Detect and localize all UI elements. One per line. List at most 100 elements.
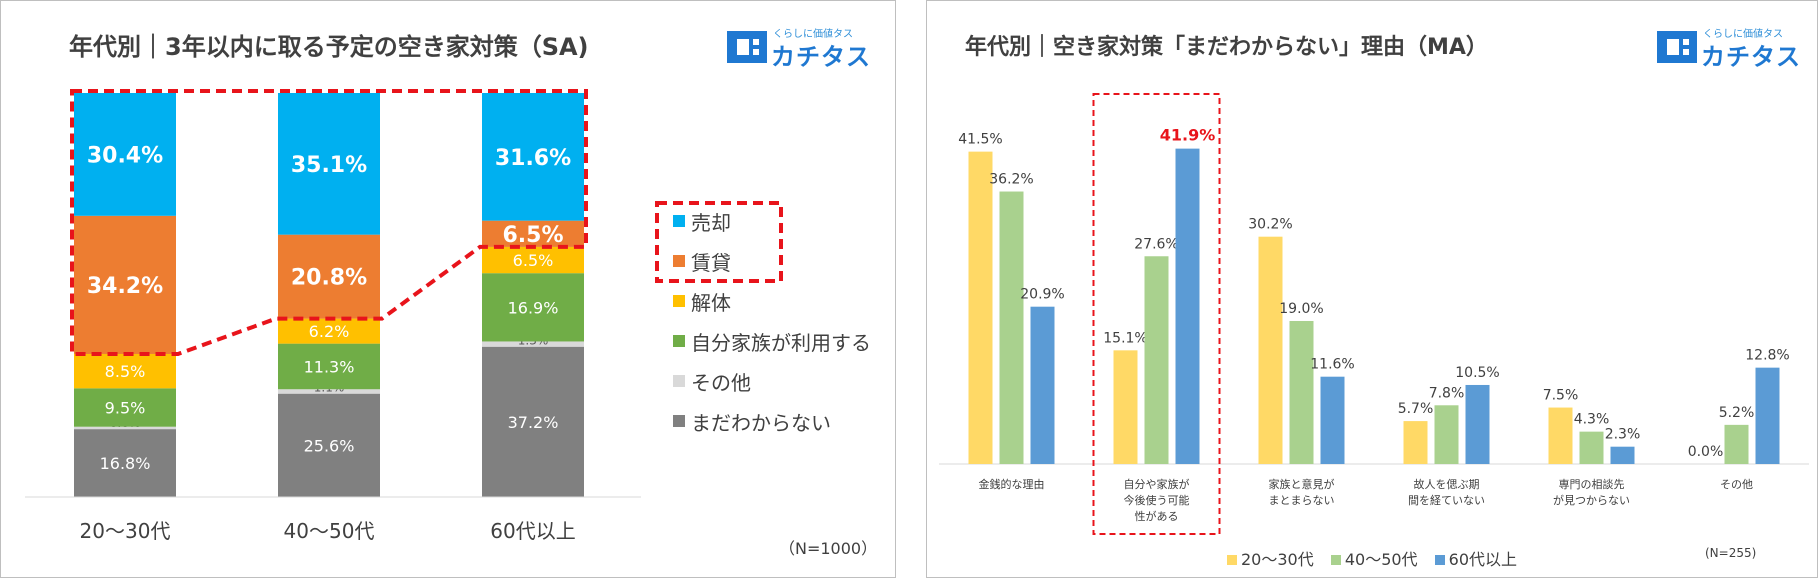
- bar-data-label: 41.5%: [958, 132, 1002, 148]
- legend-swatch: [673, 255, 685, 267]
- segment-data-label: 20.8%: [291, 266, 367, 291]
- segment-data-label: 6.5%: [502, 223, 563, 248]
- segment-data-label: 34.2%: [87, 274, 163, 299]
- stacked-bar-segment: [74, 353, 176, 389]
- legend-label: 40～50代: [1344, 550, 1418, 569]
- x-axis-category-label: 60代以上: [490, 519, 575, 543]
- legend-label: 解体: [691, 291, 731, 315]
- stacked-bar-segment: [482, 273, 584, 342]
- bar: [1030, 306, 1055, 464]
- segment-data-label: 37.2%: [508, 413, 559, 432]
- segment-data-label: 11.3%: [304, 357, 355, 376]
- katitas-logo: くらしに価値タス カチタス: [1657, 21, 1807, 71]
- logo-tagline: くらしに価値タス: [1703, 29, 1783, 40]
- x-axis-category-label: 今後使う可能: [1124, 493, 1190, 507]
- legend-item: 60代以上: [1434, 546, 1517, 570]
- stacked-bar-segment: [74, 93, 176, 216]
- stacked-bar-segment: [278, 393, 380, 497]
- sample-size-note: (N=255): [1705, 546, 1757, 560]
- legend-label: 自分家族が利用する: [691, 331, 871, 355]
- x-axis-category-label: 40～50代: [284, 519, 375, 543]
- x-axis-category-label: 20～30代: [80, 519, 171, 543]
- bar-data-label: 41.9%: [1160, 126, 1216, 145]
- right-chart-panel: 年代別｜空き家対策「まだわからない」理由（MA） くらしに価値タス カチタス 4…: [926, 0, 1818, 578]
- left-chart-panel: 年代別｜3年以内に取る予定の空き家対策（SA) くらしに価値タス カチタス 16…: [0, 0, 896, 578]
- bar: [1465, 384, 1490, 464]
- bar: [1289, 320, 1314, 464]
- bar: [1434, 405, 1459, 464]
- stacked-bar-segment: [278, 343, 380, 390]
- bar: [1403, 421, 1428, 464]
- bar-data-label: 0.0%: [1688, 444, 1724, 460]
- x-axis-category-label: 性がある: [1135, 509, 1179, 523]
- right-chart-title: 年代別｜空き家対策「まだわからない」理由（MA）: [965, 35, 1488, 60]
- legend-swatch: [1434, 555, 1445, 565]
- segment-data-label: 6.5%: [513, 251, 554, 270]
- left-chart-title: 年代別｜3年以内に取る予定の空き家対策（SA): [69, 33, 589, 61]
- katitas-logo-icon: [1657, 31, 1697, 63]
- x-axis-category-label: 金銭的な理由: [979, 477, 1045, 491]
- legend-item: 20～30代: [1227, 546, 1314, 570]
- x-axis-category-label: 間を経ていない: [1408, 494, 1485, 507]
- stacked-bar-segment: [278, 389, 380, 394]
- right-legend: 20～30代 40～50代 60代以上: [1227, 546, 1529, 570]
- stacked-bar-segment: [482, 341, 584, 347]
- bar-data-label: 4.3%: [1574, 412, 1610, 428]
- legend-swatch: [673, 375, 685, 387]
- bar: [1548, 407, 1573, 464]
- x-axis-category-label: 故人を偲ぶ期: [1414, 477, 1480, 491]
- stacked-bar-segment: [74, 429, 176, 497]
- legend-swatch: [1330, 555, 1341, 565]
- bar: [1579, 431, 1604, 464]
- bar: [1610, 446, 1635, 464]
- bar: [1320, 376, 1345, 464]
- segment-data-label: 31.6%: [495, 146, 571, 171]
- logo-tagline: くらしに価値タス: [773, 29, 853, 40]
- bar: [1175, 148, 1200, 464]
- segment-data-label: 16.8%: [100, 454, 151, 473]
- legend-swatch: [673, 215, 685, 227]
- legend-highlight-outline: [655, 201, 783, 283]
- stacked-bar-segment: [278, 318, 380, 344]
- stacked-bar-segment: [482, 246, 584, 274]
- x-axis-category-label: その他: [1720, 478, 1753, 491]
- x-axis-category-label: 自分や家族が: [1124, 477, 1190, 491]
- stacked-bar-segment: [278, 93, 380, 235]
- segment-data-label: 25.6%: [304, 436, 355, 455]
- legend-swatch: [673, 335, 685, 347]
- bar-data-label: 20.9%: [1020, 287, 1064, 303]
- bar: [1258, 236, 1283, 464]
- bar-data-label: 7.8%: [1429, 385, 1465, 401]
- legend-label: まだわからない: [691, 411, 831, 435]
- segment-data-label: 30.4%: [87, 143, 163, 168]
- logo-name: カチタス: [1701, 43, 1801, 71]
- legend-swatch: [673, 415, 685, 427]
- bar-data-label: 2.3%: [1605, 427, 1641, 443]
- stacked-bar-segment: [74, 426, 176, 430]
- bar-data-label: 15.1%: [1103, 330, 1147, 346]
- legend-swatch: [673, 295, 685, 307]
- stacked-bar-segment: [278, 234, 380, 319]
- legend-label: 売却: [691, 211, 731, 235]
- legend-item: 40～50代: [1330, 546, 1418, 570]
- logo-name: カチタス: [771, 43, 871, 71]
- bar: [1144, 256, 1169, 464]
- segment-data-label: 8.5%: [105, 362, 146, 381]
- bar-data-label: 27.6%: [1134, 236, 1178, 252]
- highlight-dashed-outline: [70, 89, 588, 356]
- bar-data-label: 5.7%: [1398, 401, 1434, 417]
- x-axis-category-label: 家族と意見が: [1269, 477, 1335, 491]
- legend-label: 賃貸: [691, 251, 731, 275]
- bar: [1113, 350, 1138, 464]
- segment-data-label: 9.5%: [105, 399, 146, 418]
- left-stacked-bar-chart: 16.8%0.6%9.5%8.5%34.2%30.4%20～30代25.6%1.…: [25, 89, 783, 543]
- bar-data-label: 19.0%: [1279, 301, 1323, 317]
- bar-data-label: 10.5%: [1455, 365, 1499, 381]
- x-axis-category-label: が見つからない: [1553, 493, 1630, 507]
- bar: [1755, 367, 1780, 464]
- stacked-bar-segment: [74, 388, 176, 427]
- bar: [999, 191, 1024, 464]
- x-axis-category-label: まとまらない: [1269, 494, 1335, 507]
- bar-data-label: 5.2%: [1719, 405, 1755, 421]
- stacked-bar-segment: [482, 93, 584, 221]
